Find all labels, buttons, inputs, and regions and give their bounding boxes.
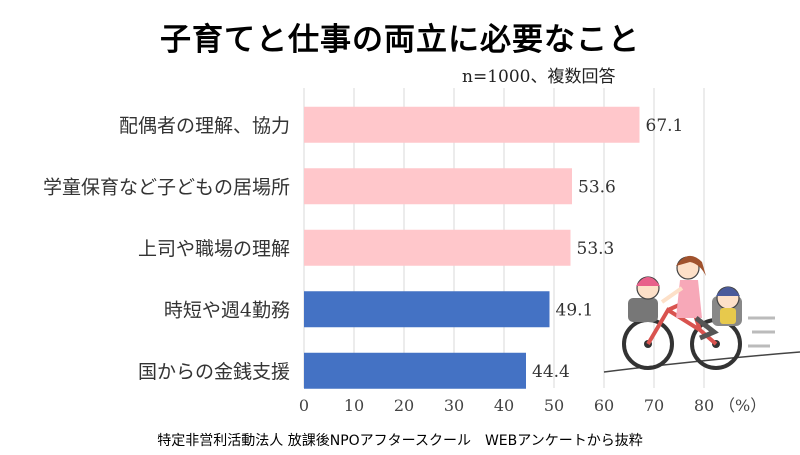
x-tick-label: 60 xyxy=(594,396,614,415)
bar xyxy=(304,168,572,205)
category-label: 上司や職場の理解 xyxy=(138,238,290,260)
category-labels: 配偶者の理解、協力学童保育など子どもの居場所上司や職場の理解時短や週4勤務国から… xyxy=(43,115,290,383)
value-label: 49.1 xyxy=(556,300,594,320)
mother-riding-bicycle-with-two-children-icon xyxy=(603,255,800,373)
value-label: 53.6 xyxy=(578,177,616,197)
bar xyxy=(304,291,550,328)
value-label: 53.3 xyxy=(577,239,615,259)
category-label: 学童保育など子どもの居場所 xyxy=(43,176,290,198)
value-label: 44.4 xyxy=(532,362,570,382)
x-tick-label: 10 xyxy=(344,396,364,415)
category-label: 配偶者の理解、協力 xyxy=(119,115,290,137)
x-tick-label: 40 xyxy=(494,396,514,415)
x-tick-label: 50 xyxy=(544,396,564,415)
value-label: 67.1 xyxy=(646,116,684,136)
x-tick-label: 20 xyxy=(394,396,414,415)
x-tick-label: 30 xyxy=(444,396,464,415)
source-note: 特定非営利活動法人 放課後NPOアフタースクール WEBアンケートから抜粋 xyxy=(157,433,643,449)
bars xyxy=(304,106,640,389)
sample-note: n=1000、複数回答 xyxy=(462,67,616,87)
bar xyxy=(304,229,571,266)
chart-title: 子育てと仕事の両立に必要なこと xyxy=(160,22,640,58)
x-tick-label: 80 xyxy=(694,396,714,415)
category-label: 国からの金銭支援 xyxy=(138,361,290,383)
x-tick-labels: 0 10 20 30 40 50 60 70 80 xyxy=(299,396,714,415)
category-label: 時短や週4勤務 xyxy=(164,299,290,321)
bar xyxy=(304,106,640,143)
x-tick-label: 0 xyxy=(299,396,309,415)
x-unit-label: （%） xyxy=(719,396,766,415)
bar xyxy=(304,352,526,389)
x-tick-label: 70 xyxy=(644,396,664,415)
value-labels: 67.1 53.6 53.3 49.1 44.4 xyxy=(532,116,683,382)
